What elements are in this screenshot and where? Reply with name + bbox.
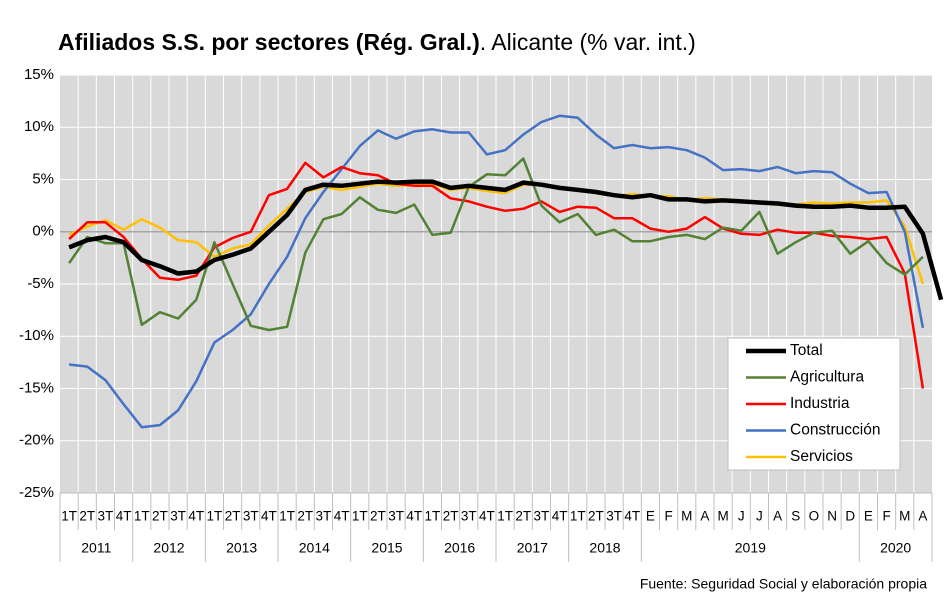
legend-label: Servicios (790, 448, 853, 465)
y-tick-label: -25% (19, 484, 54, 501)
group-label: 2014 (299, 540, 330, 556)
y-tick-label: 0% (32, 223, 54, 240)
series-line (68, 157, 924, 332)
x-tick-label: 1T (134, 509, 150, 524)
x-tick-label: M (899, 509, 910, 524)
x-tick-label: 3T (534, 509, 550, 524)
x-tick-label: J (738, 509, 745, 524)
x-tick-label: 4T (116, 509, 132, 524)
x-tick-label: A (918, 509, 927, 524)
group-label: 2020 (880, 540, 911, 556)
title: Afiliados S.S. por sectores (Rég. Gral.) (58, 29, 480, 55)
x-tick-label: E (646, 509, 655, 524)
x-tick-label: 1T (570, 509, 586, 524)
y-tick-label: 15% (24, 66, 54, 83)
y-tick-label: -5% (27, 275, 54, 292)
x-tick-label: 3T (243, 509, 259, 524)
x-tick-label: 2T (515, 509, 531, 524)
x-tick-label: M (717, 509, 728, 524)
x-tick-label: F (664, 509, 672, 524)
subtitle: . Alicante (% var. int.) (480, 29, 696, 55)
group-label: 2019 (735, 540, 766, 556)
x-tick-label: O (809, 509, 820, 524)
x-tick-label: M (681, 509, 692, 524)
y-tick-label: 5% (32, 170, 54, 187)
y-tick-label: -15% (19, 379, 54, 396)
x-tick-label: 1T (61, 509, 77, 524)
x-tick-label: 4T (479, 509, 495, 524)
x-tick-label: 2T (370, 509, 386, 524)
x-tick-label: 2T (443, 509, 459, 524)
x-tick-label: 2T (297, 509, 313, 524)
x-tick-label: 2T (588, 509, 604, 524)
x-tick-label: 3T (316, 509, 332, 524)
x-tick-label: 1T (497, 509, 513, 524)
x-tick-label: S (791, 509, 800, 524)
x-tick-label: 3T (606, 509, 622, 524)
x-tick-label: 4T (624, 509, 640, 524)
x-tick-label: 4T (261, 509, 277, 524)
x-tick-label: 3T (170, 509, 186, 524)
x-tick-label: A (773, 509, 782, 524)
y-tick-label: 10% (24, 118, 54, 135)
x-tick-label: 1T (207, 509, 223, 524)
x-tick-label: 2T (152, 509, 168, 524)
x-tick-label: 1T (279, 509, 295, 524)
x-tick-label: 4T (552, 509, 568, 524)
legend-label: Construcción (790, 422, 880, 439)
x-tick-label: F (882, 509, 890, 524)
group-label: 2011 (81, 540, 111, 556)
group-label: 2017 (517, 540, 548, 556)
x-tick-label: 3T (461, 509, 477, 524)
x-tick-label: J (756, 509, 763, 524)
x-tick-label: 4T (188, 509, 204, 524)
source: Fuente: Seguridad Social y elaboración p… (640, 576, 927, 592)
x-tick-label: 1T (352, 509, 368, 524)
x-tick-label: 2T (225, 509, 241, 524)
x-tick-label: 4T (334, 509, 350, 524)
legend-label: Agricultura (790, 369, 864, 386)
group-label: 2018 (589, 540, 620, 556)
series-line (68, 114, 925, 429)
series-line (68, 179, 944, 301)
group-label: 2013 (226, 540, 257, 556)
x-tick-label: 1T (425, 509, 441, 524)
chart-title: Afiliados S.S. por sectores (Rég. Gral.)… (58, 29, 696, 55)
legend-label: Industria (790, 395, 850, 412)
y-tick-label: -20% (19, 432, 54, 449)
x-tick-label: 4T (406, 509, 422, 524)
x-tick-label: E (864, 509, 873, 524)
x-tick-label: A (700, 509, 709, 524)
x-tick-label: 3T (98, 509, 114, 524)
x-tick-label: 3T (388, 509, 404, 524)
group-label: 2016 (444, 540, 475, 556)
x-tick-label: D (845, 509, 855, 524)
legend-label: Total (790, 342, 823, 359)
y-tick-label: -10% (19, 327, 54, 344)
group-label: 2012 (153, 540, 184, 556)
x-tick-label: 2T (79, 509, 95, 524)
x-tick-label: N (827, 509, 837, 524)
group-label: 2015 (371, 540, 402, 556)
